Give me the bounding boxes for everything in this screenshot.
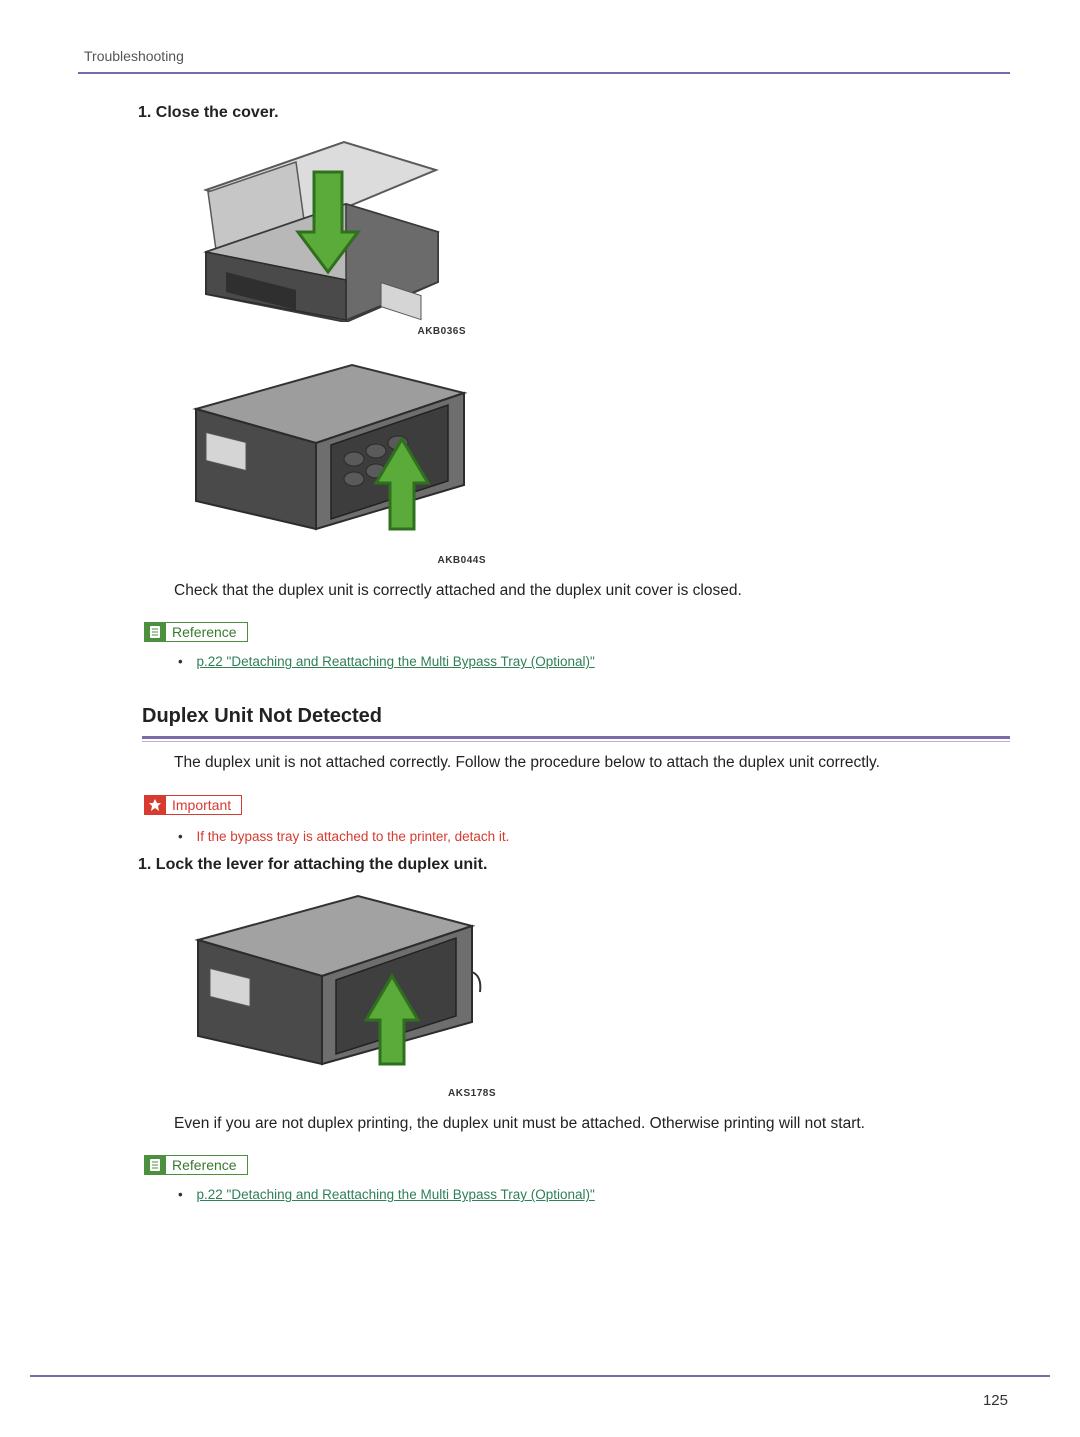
important-callout: Important — [144, 795, 242, 815]
reference-callout: Reference — [144, 622, 248, 642]
step-2-text: Lock the lever for attaching the duplex … — [156, 856, 488, 873]
footer-rule — [30, 1375, 1050, 1377]
section-heading: Duplex Unit Not Detected — [142, 705, 1010, 732]
step-2-label: 1. Lock the lever for attaching the dupl… — [138, 856, 1010, 874]
reference-callout: Reference — [144, 1155, 248, 1175]
section1-body: Check that the duplex unit is correctly … — [174, 580, 1010, 602]
bullet: • — [178, 829, 183, 844]
figure-lock-lever — [176, 884, 486, 1084]
step-1-label: 1. Close the cover. — [138, 104, 1010, 122]
bullet: • — [178, 654, 183, 669]
reference-link[interactable]: p.22 "Detaching and Reattaching the Mult… — [197, 1187, 595, 1202]
reference-label: Reference — [166, 1155, 248, 1175]
important-note: • If the bypass tray is attached to the … — [178, 829, 1010, 844]
reference-link[interactable]: p.22 "Detaching and Reattaching the Mult… — [197, 654, 595, 669]
step-1-number: 1. — [138, 104, 151, 121]
section-rule — [142, 736, 1010, 742]
step-2-number: 1. — [138, 856, 151, 873]
figure-2-caption: AKB044S — [176, 555, 486, 566]
figure-duplex-cover — [176, 351, 476, 551]
breadcrumb: Troubleshooting — [84, 48, 1010, 64]
section2-body: Even if you are not duplex printing, the… — [174, 1113, 1010, 1135]
reference-label: Reference — [166, 622, 248, 642]
figure-close-cover — [176, 132, 446, 322]
figure-1-caption: AKB036S — [176, 326, 466, 337]
reference-link-line: • p.22 "Detaching and Reattaching the Mu… — [178, 1187, 1010, 1202]
figure-3-caption: AKS178S — [176, 1088, 496, 1099]
important-label: Important — [166, 795, 242, 815]
bullet: • — [178, 1187, 183, 1202]
step-1-text: Close the cover. — [156, 104, 279, 121]
reference-link-line: • p.22 "Detaching and Reattaching the Mu… — [178, 654, 1010, 669]
important-note-text: If the bypass tray is attached to the pr… — [197, 829, 510, 844]
page-number: 125 — [983, 1392, 1008, 1409]
reference-icon — [144, 1155, 166, 1175]
reference-icon — [144, 622, 166, 642]
important-icon — [144, 795, 166, 815]
section2-intro: The duplex unit is not attached correctl… — [174, 752, 1010, 774]
